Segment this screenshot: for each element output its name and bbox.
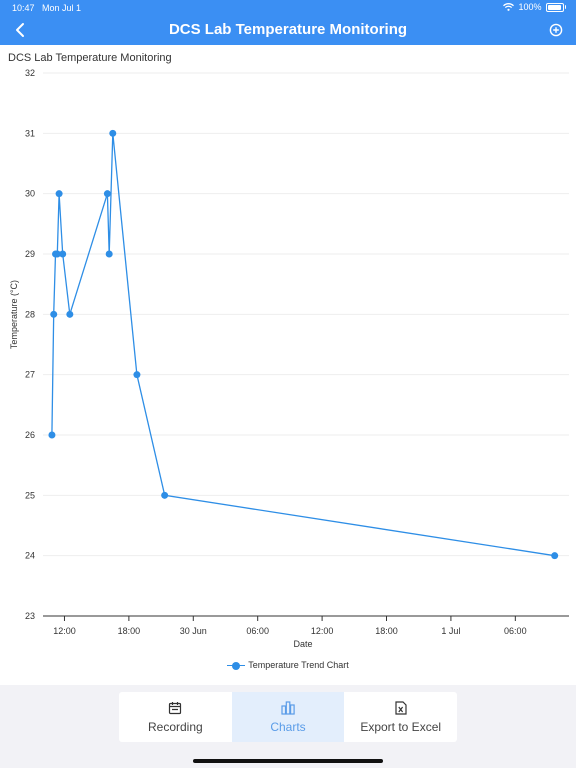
bar-chart-icon: [281, 701, 295, 715]
tab-export-excel-label: Export to Excel: [360, 720, 442, 734]
data-point: [161, 491, 169, 499]
tab-charts[interactable]: Charts: [231, 692, 345, 742]
tab-bar: Recording Charts Export to Excel: [119, 692, 457, 742]
home-indicator: [193, 759, 383, 763]
y-tick-label: 26: [25, 430, 35, 440]
data-point: [551, 552, 559, 560]
plus-circle-icon[interactable]: [548, 22, 564, 38]
x-tick-label: 18:00: [375, 626, 398, 636]
bottom-area: Recording Charts Export to Excel: [0, 685, 576, 768]
x-tick-label: 18:00: [118, 626, 141, 636]
x-tick-label: 30 Jun: [180, 626, 207, 636]
y-tick-label: 25: [25, 490, 35, 500]
x-tick-label: 12:00: [311, 626, 334, 636]
tab-export-excel[interactable]: Export to Excel: [344, 692, 457, 742]
data-point: [133, 371, 141, 379]
series-line: [51, 133, 555, 557]
wifi-icon: [503, 3, 515, 11]
y-tick-label: 24: [25, 551, 35, 561]
y-axis-label: Temperature (°C): [9, 280, 19, 349]
chart-title: DCS Lab Temperature Monitoring: [8, 52, 172, 64]
x-tick-label: 06:00: [246, 626, 269, 636]
data-point: [53, 250, 61, 258]
y-tick-label: 32: [25, 68, 35, 78]
nav-title: DCS Lab Temperature Monitoring: [168, 21, 408, 38]
data-point: [48, 431, 56, 439]
data-point: [66, 310, 74, 318]
y-tick-label: 31: [25, 128, 35, 138]
status-date: Mon Jul 1: [42, 3, 82, 13]
data-point: [59, 250, 67, 258]
chevron-left-icon[interactable]: [10, 19, 32, 41]
chart-legend[interactable]: Temperature Trend Chart: [0, 660, 576, 670]
y-tick-label: 29: [25, 249, 35, 259]
data-point: [50, 310, 58, 318]
x-axis-label: Date: [293, 639, 312, 649]
battery-icon: [545, 2, 564, 12]
y-tick-label: 27: [25, 370, 35, 380]
status-time: 10:47: [12, 3, 35, 13]
tab-charts-label: Charts: [270, 720, 306, 734]
temperature-line-chart: 23 24 25 26 27 28 29 30 31 32 12:00 18:00 30 Jun 06:0…: [9, 68, 569, 649]
tab-recording-label: Recording: [147, 720, 203, 734]
excel-icon: [395, 701, 407, 715]
data-point: [105, 250, 113, 258]
x-tick-label: 1 Jul: [441, 626, 460, 636]
battery-tip: [564, 5, 566, 9]
y-tick-label: 30: [25, 189, 35, 199]
x-tick-label: 12:00: [53, 626, 76, 636]
data-point: [109, 129, 117, 137]
calendar-icon: [169, 702, 182, 715]
legend-marker: [227, 661, 246, 670]
x-tick-label: 06:00: [504, 626, 527, 636]
legend-label: Temperature Trend Chart: [248, 660, 349, 670]
battery-percent: 100%: [518, 2, 542, 12]
tab-recording[interactable]: Recording: [119, 692, 232, 742]
data-point: [103, 190, 111, 198]
y-tick-label: 23: [25, 611, 35, 621]
data-point: [55, 190, 63, 198]
y-tick-label: 28: [25, 309, 35, 319]
status-bar: 10:47 Mon Jul 1 100%: [0, 0, 576, 16]
nav-bar: DCS Lab Temperature Monitoring: [0, 16, 576, 45]
status-right: 100%: [503, 2, 566, 12]
